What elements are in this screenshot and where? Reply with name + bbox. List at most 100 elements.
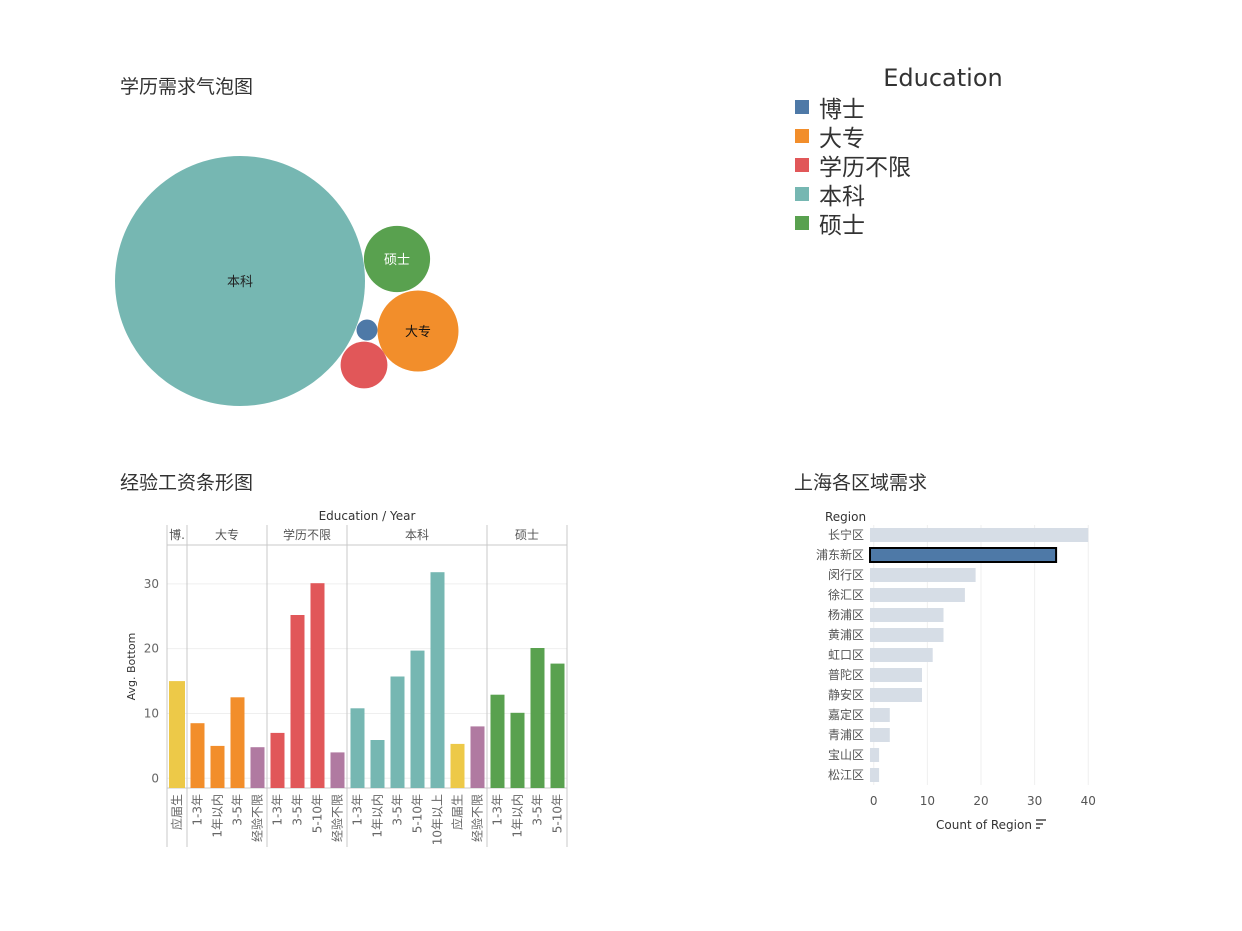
- bubble-大专[interactable]: [377, 290, 459, 372]
- x-tick-label: 3-5年: [231, 794, 245, 826]
- region-bar[interactable]: [870, 748, 880, 762]
- bubble-硕士[interactable]: [363, 225, 431, 293]
- x-tick-label: 应届生: [169, 794, 184, 830]
- bubble-博士[interactable]: [356, 319, 378, 341]
- bar[interactable]: [490, 694, 505, 788]
- bubble-label: 硕士: [384, 253, 410, 268]
- region-label: 浦东新区: [816, 547, 864, 562]
- region-bar[interactable]: [870, 608, 944, 622]
- legend-swatch: [795, 128, 809, 143]
- region-label: 长宁区: [828, 527, 864, 542]
- sort-icon[interactable]: [1036, 819, 1046, 829]
- bar[interactable]: [210, 745, 225, 788]
- region-bar-selected[interactable]: [869, 547, 1058, 563]
- group-header: 学历不限: [283, 527, 331, 542]
- bar[interactable]: [530, 648, 545, 788]
- legend-item[interactable]: 本科: [795, 179, 1095, 210]
- legend-item[interactable]: 学历不限: [795, 150, 1095, 181]
- region-label: 青浦区: [828, 728, 864, 742]
- region-label: 黄浦区: [828, 628, 864, 642]
- region-bar[interactable]: [870, 708, 890, 722]
- bubble-本科[interactable]: [115, 156, 365, 406]
- legend-swatch: [795, 157, 809, 172]
- bar[interactable]: [169, 681, 185, 788]
- legend-items: 博士 大专 学历不限 本科 硕士: [795, 92, 1095, 239]
- bar[interactable]: [370, 740, 385, 788]
- x-tick-label: 10: [920, 794, 935, 808]
- x-tick-label: 5-10年: [551, 794, 565, 833]
- bar[interactable]: [270, 732, 285, 788]
- region-label: 嘉定区: [828, 707, 864, 722]
- bar[interactable]: [510, 712, 525, 788]
- legend-item[interactable]: 大专: [795, 121, 1095, 152]
- bar[interactable]: [330, 752, 345, 788]
- bar[interactable]: [290, 615, 305, 788]
- y-axis-label: Avg. Bottom: [125, 633, 138, 701]
- legend-item[interactable]: 博士: [795, 92, 1095, 123]
- region-bar[interactable]: [870, 668, 922, 682]
- x-tick-label: 5-10年: [311, 794, 325, 833]
- region-label: 杨浦区: [828, 607, 864, 622]
- region-bar[interactable]: [870, 588, 965, 602]
- legend-label: 博士: [819, 96, 865, 123]
- bar[interactable]: [190, 723, 205, 788]
- bar[interactable]: [430, 572, 445, 788]
- region-label: 闵行区: [828, 567, 864, 582]
- bar[interactable]: [390, 676, 405, 789]
- x-tick-label: 1-3年: [491, 794, 505, 826]
- region-bar[interactable]: [870, 688, 922, 702]
- region-bar[interactable]: [870, 648, 933, 662]
- x-tick-label: 经验不限: [250, 794, 265, 842]
- y-tick-label: 30: [144, 577, 159, 591]
- x-tick-label: 1-3年: [351, 794, 365, 826]
- x-tick-label: 经验不限: [330, 794, 345, 842]
- group-header: 硕士: [515, 528, 539, 542]
- legend-label: 本科: [819, 183, 865, 210]
- bar[interactable]: [450, 743, 465, 788]
- bar[interactable]: [410, 650, 425, 788]
- bubble-label: 大专: [405, 325, 431, 340]
- x-axis-label: Count of Region: [936, 818, 1032, 832]
- x-tick-label: 1年以内: [211, 794, 225, 838]
- x-tick-label: 经验不限: [470, 794, 485, 842]
- legend-label: 硕士: [819, 212, 865, 239]
- legend-item[interactable]: 硕士: [795, 208, 1095, 239]
- y-tick-label: 20: [144, 642, 159, 656]
- bar-chart-title: 经验工资条形图: [120, 472, 254, 494]
- x-tick-label: 20: [973, 794, 988, 808]
- region-label: 宝山区: [828, 748, 864, 762]
- region-label: 徐汇区: [828, 587, 864, 602]
- bubble-学历不限[interactable]: [340, 341, 388, 389]
- bar[interactable]: [470, 726, 485, 788]
- x-tick-label: 30: [1027, 794, 1042, 808]
- group-header: 博.: [169, 527, 185, 542]
- x-tick-label: 10年以上: [431, 794, 445, 845]
- region-chart-title: 上海各区域需求: [794, 472, 928, 494]
- region-bar[interactable]: [870, 568, 976, 582]
- bar[interactable]: [250, 747, 265, 788]
- bar[interactable]: [310, 583, 325, 788]
- x-tick-label: 1-3年: [191, 794, 205, 826]
- bar[interactable]: [550, 663, 565, 788]
- x-tick-label: 应届生: [450, 794, 465, 830]
- region-bar[interactable]: [870, 628, 944, 642]
- x-tick-label: 5-10年: [411, 794, 425, 833]
- region-bar[interactable]: [870, 728, 890, 742]
- group-header: 本科: [405, 528, 429, 542]
- bubble-label: 本科: [227, 275, 253, 290]
- legend-label: 大专: [819, 125, 865, 152]
- region-bar[interactable]: [870, 768, 880, 782]
- region-bar[interactable]: [870, 528, 1089, 542]
- bar[interactable]: [230, 697, 245, 788]
- region-label: 静安区: [828, 687, 864, 702]
- bar[interactable]: [350, 708, 365, 788]
- region-label: 普陀区: [828, 667, 864, 682]
- x-tick-label: 3-5年: [391, 794, 405, 826]
- legend-swatch: [795, 186, 809, 201]
- region-label: 虹口区: [828, 648, 864, 662]
- legend-label: 学历不限: [819, 154, 911, 181]
- region-label: 松江区: [828, 768, 864, 782]
